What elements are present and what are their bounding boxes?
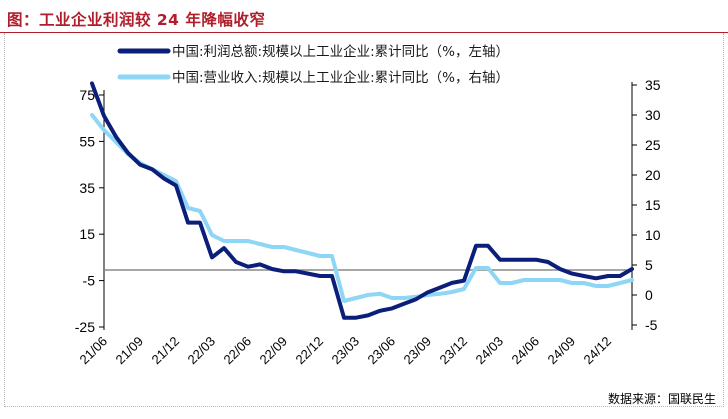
x-tick-label: 24/06	[509, 334, 543, 368]
x-tick-label: 21/12	[149, 334, 183, 368]
x-tick-label: 21/09	[113, 334, 147, 368]
frame-left-border	[4, 33, 5, 405]
y-left-tick-label: -25	[75, 319, 95, 335]
x-tick-label: 21/06	[77, 334, 111, 368]
title-underline	[0, 32, 728, 33]
y-left-tick-label: -5	[83, 273, 96, 289]
y-right-tick-label: 25	[645, 137, 661, 153]
y-right-tick-label: 30	[645, 107, 661, 123]
x-tick-label: 23/09	[401, 334, 435, 368]
x-tick-label: 24/09	[545, 334, 579, 368]
legend: 中国:利润总额:规模以上工业企业:累计同比（%，左轴） 中国:营业收入:规模以上…	[117, 43, 509, 86]
y-left-tick-label: 75	[79, 87, 95, 103]
y-right-tick-label: 0	[645, 287, 653, 303]
y-right-tick-label: -5	[645, 317, 658, 333]
x-tick-label: 24/03	[473, 334, 507, 368]
source-note: 数据来源：国联民生	[607, 392, 716, 406]
y-right-tick-label: 10	[645, 227, 661, 243]
y-right-tick-label: 5	[645, 257, 653, 273]
x-tick-label: 23/06	[365, 334, 399, 368]
series-line-profit	[90, 81, 634, 320]
series-line-revenue	[90, 113, 634, 303]
chart-title: 图：工业企业利润较 24 年降幅收窄	[7, 11, 266, 29]
legend-label-profit: 中国:利润总额:规模以上工业企业:累计同比（%，左轴）	[172, 43, 509, 60]
y-right-tick-label: 35	[645, 77, 661, 93]
frame-right-border	[723, 33, 724, 405]
y-left-tick-label: 15	[79, 226, 95, 242]
series-layer	[90, 81, 634, 320]
x-tick-label: 23/03	[329, 334, 363, 368]
y-left-tick-label: 55	[79, 133, 95, 149]
x-tick-label: 24/12	[581, 334, 615, 368]
x-tick-label: 22/06	[221, 334, 255, 368]
y-left-tick-label: 35	[79, 180, 95, 196]
x-tick-label: 22/12	[293, 334, 327, 368]
y-right-tick-label: 20	[645, 167, 661, 183]
x-tick-label: 23/12	[437, 334, 471, 368]
frame-bottom-border	[4, 406, 724, 407]
title-bar: 图：工业企业利润较 24 年降幅收窄	[0, 0, 728, 34]
y-right-tick-label: 15	[645, 197, 661, 213]
legend-label-revenue: 中国:营业收入:规模以上工业企业:累计同比（%，右轴）	[172, 69, 509, 86]
x-tick-label: 22/09	[257, 334, 291, 368]
x-tick-label: 22/03	[185, 334, 219, 368]
